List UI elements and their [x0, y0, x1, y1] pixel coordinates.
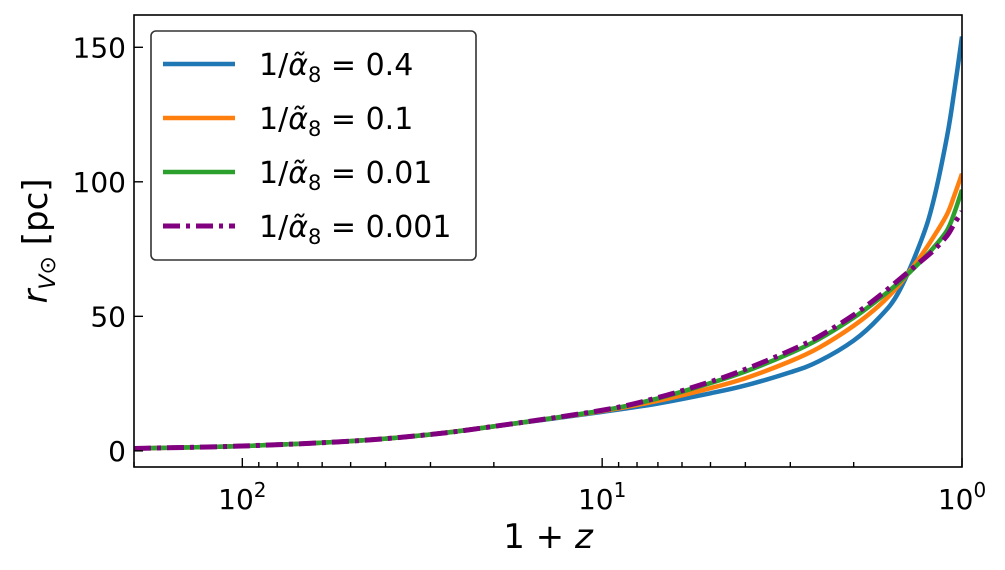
legend-frame	[150, 30, 477, 261]
plot-frame	[133, 14, 963, 468]
legend: 1/α̃8 = 0.4 1/α̃8 = 0.1 1/α̃8 = 0.01 1/α̃8 …	[150, 30, 477, 261]
series-layer	[134, 36, 962, 451]
x-axis-label: 1 + z	[503, 517, 594, 557]
y-tick-label: 150	[73, 31, 126, 64]
y-tick-label: 0	[108, 435, 126, 468]
y-tick-label: 100	[73, 166, 126, 199]
legend-label-1: 1/α̃8 = 0.4	[259, 48, 413, 87]
legend-label-3: 1/α̃8 = 0.01	[259, 156, 432, 195]
x-tick-label: 102	[218, 478, 266, 516]
plot-area	[133, 14, 963, 468]
x-tick-label: 100	[938, 478, 986, 516]
y-tick-label: 50	[90, 300, 126, 333]
legend-label-4: 1/α̃8 = 0.001	[259, 210, 451, 249]
y-axis: 0 50 100 150	[73, 31, 143, 468]
x-axis: 102 101 100	[133, 458, 986, 516]
y-axis-label: rV⊙ [pc]	[16, 178, 61, 303]
svg-text:rV⊙ [pc]: rV⊙ [pc]	[16, 178, 61, 303]
legend-label-2: 1/α̃8 = 0.1	[259, 102, 413, 141]
x-tick-label: 101	[578, 478, 626, 516]
